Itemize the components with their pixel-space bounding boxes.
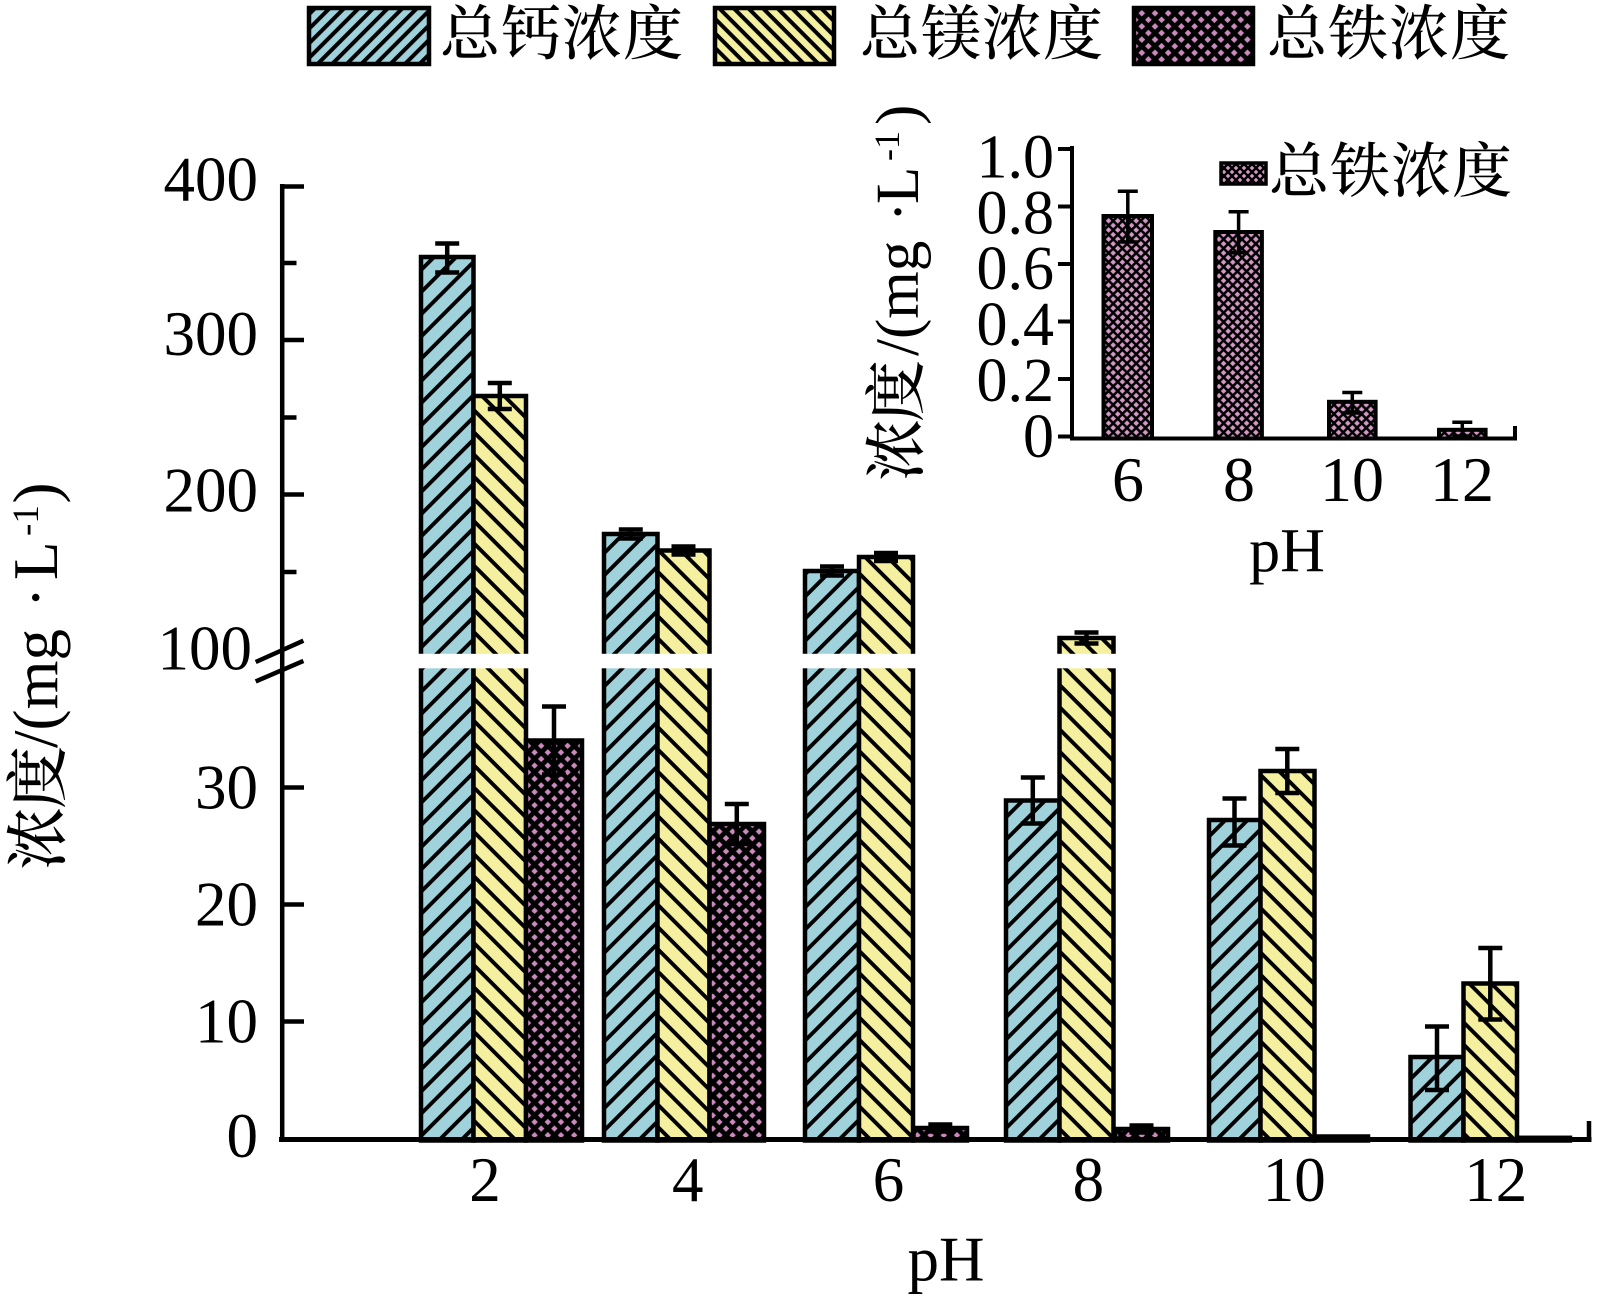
svg-text:): ) (1, 483, 71, 504)
svg-text:0.8: 0.8 (977, 179, 1055, 247)
svg-text:12: 12 (1464, 1145, 1527, 1215)
svg-text:·: · (1, 587, 71, 608)
svg-text:100: 100 (158, 614, 253, 684)
svg-text:0.4: 0.4 (977, 291, 1055, 359)
svg-text:10: 10 (1320, 444, 1384, 515)
svg-text:30: 30 (195, 752, 258, 822)
svg-text:200: 200 (164, 456, 259, 526)
svg-text:/(mg: /(mg (1, 629, 71, 748)
svg-text:0.2: 0.2 (977, 347, 1055, 415)
svg-text:8: 8 (1223, 444, 1255, 515)
svg-text:L: L (865, 167, 932, 204)
svg-text:8: 8 (1073, 1145, 1105, 1215)
svg-text:pH: pH (1249, 517, 1325, 585)
svg-text:): ) (865, 105, 932, 125)
svg-text:0.6: 0.6 (977, 235, 1055, 303)
svg-text:4: 4 (672, 1145, 704, 1215)
svg-text:6: 6 (1112, 444, 1144, 515)
svg-text:pH: pH (908, 1225, 985, 1294)
svg-text:-1: -1 (867, 131, 907, 161)
svg-text:/(mg: /(mg (865, 241, 932, 356)
svg-text:20: 20 (195, 869, 258, 939)
svg-text:10: 10 (195, 986, 258, 1056)
svg-text:·: · (865, 202, 932, 222)
svg-text:0: 0 (1023, 403, 1054, 471)
svg-text:6: 6 (873, 1145, 905, 1215)
svg-text:12: 12 (1430, 444, 1494, 515)
svg-text:2: 2 (469, 1145, 501, 1215)
svg-text:10: 10 (1263, 1145, 1326, 1215)
svg-text:L: L (1, 542, 71, 580)
svg-text:400: 400 (164, 144, 259, 214)
svg-text:300: 300 (164, 299, 259, 369)
svg-text:-1: -1 (6, 505, 47, 536)
svg-text:0: 0 (227, 1101, 259, 1171)
svg-text:1.0: 1.0 (977, 123, 1055, 191)
